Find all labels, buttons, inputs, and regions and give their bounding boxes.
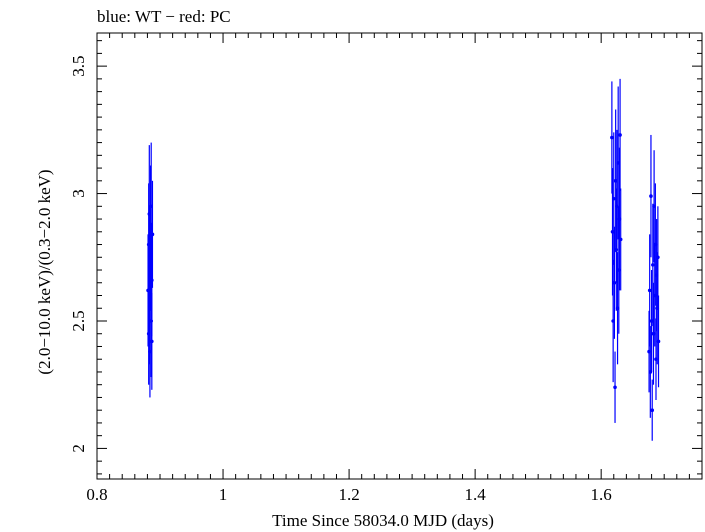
- data-point: [149, 319, 153, 323]
- data-point: [618, 133, 622, 137]
- axis-ticks: [96, 33, 703, 479]
- data-point: [612, 280, 617, 285]
- data-point: [618, 237, 623, 242]
- data-point: [150, 232, 155, 237]
- data-point: [614, 247, 619, 252]
- plot-frame: [96, 32, 703, 480]
- data-point: [656, 339, 661, 344]
- y-tick-label: 3: [69, 189, 88, 198]
- data-point: [647, 288, 652, 293]
- data-point: [649, 194, 653, 198]
- x-tick-label: 1.4: [465, 485, 487, 504]
- x-axis-label: Time Since 58034.0 MJD (days): [272, 511, 494, 530]
- x-tick-label: 0.8: [86, 485, 107, 504]
- y-tick-label: 2: [69, 444, 88, 453]
- data-point: [650, 408, 655, 412]
- x-tick-label: 1.6: [591, 485, 612, 504]
- data-point: [150, 339, 154, 344]
- x-tick-label: 1.2: [338, 485, 359, 504]
- y-tick-label: 2.5: [69, 310, 88, 331]
- y-tick-label: 3.5: [69, 56, 88, 77]
- data-points: [146, 78, 661, 441]
- x-tick-label: 1: [219, 485, 228, 504]
- y-tick-labels: 2 2.5 3 3.5: [69, 56, 88, 453]
- y-axis-label: (2.0−10.0 keV)/(0.3−2.0 keV): [35, 169, 54, 374]
- data-point: [651, 263, 655, 267]
- data-point: [613, 385, 617, 390]
- x-tick-labels: 0.8 1 1.2 1.4 1.6: [86, 485, 611, 504]
- data-point: [150, 278, 154, 283]
- data-point: [610, 135, 614, 140]
- chart-title: blue: WT − red: PC: [97, 7, 231, 26]
- data-point: [652, 293, 657, 298]
- data-point: [617, 268, 621, 272]
- data-point: [656, 255, 660, 260]
- data-point: [611, 196, 616, 201]
